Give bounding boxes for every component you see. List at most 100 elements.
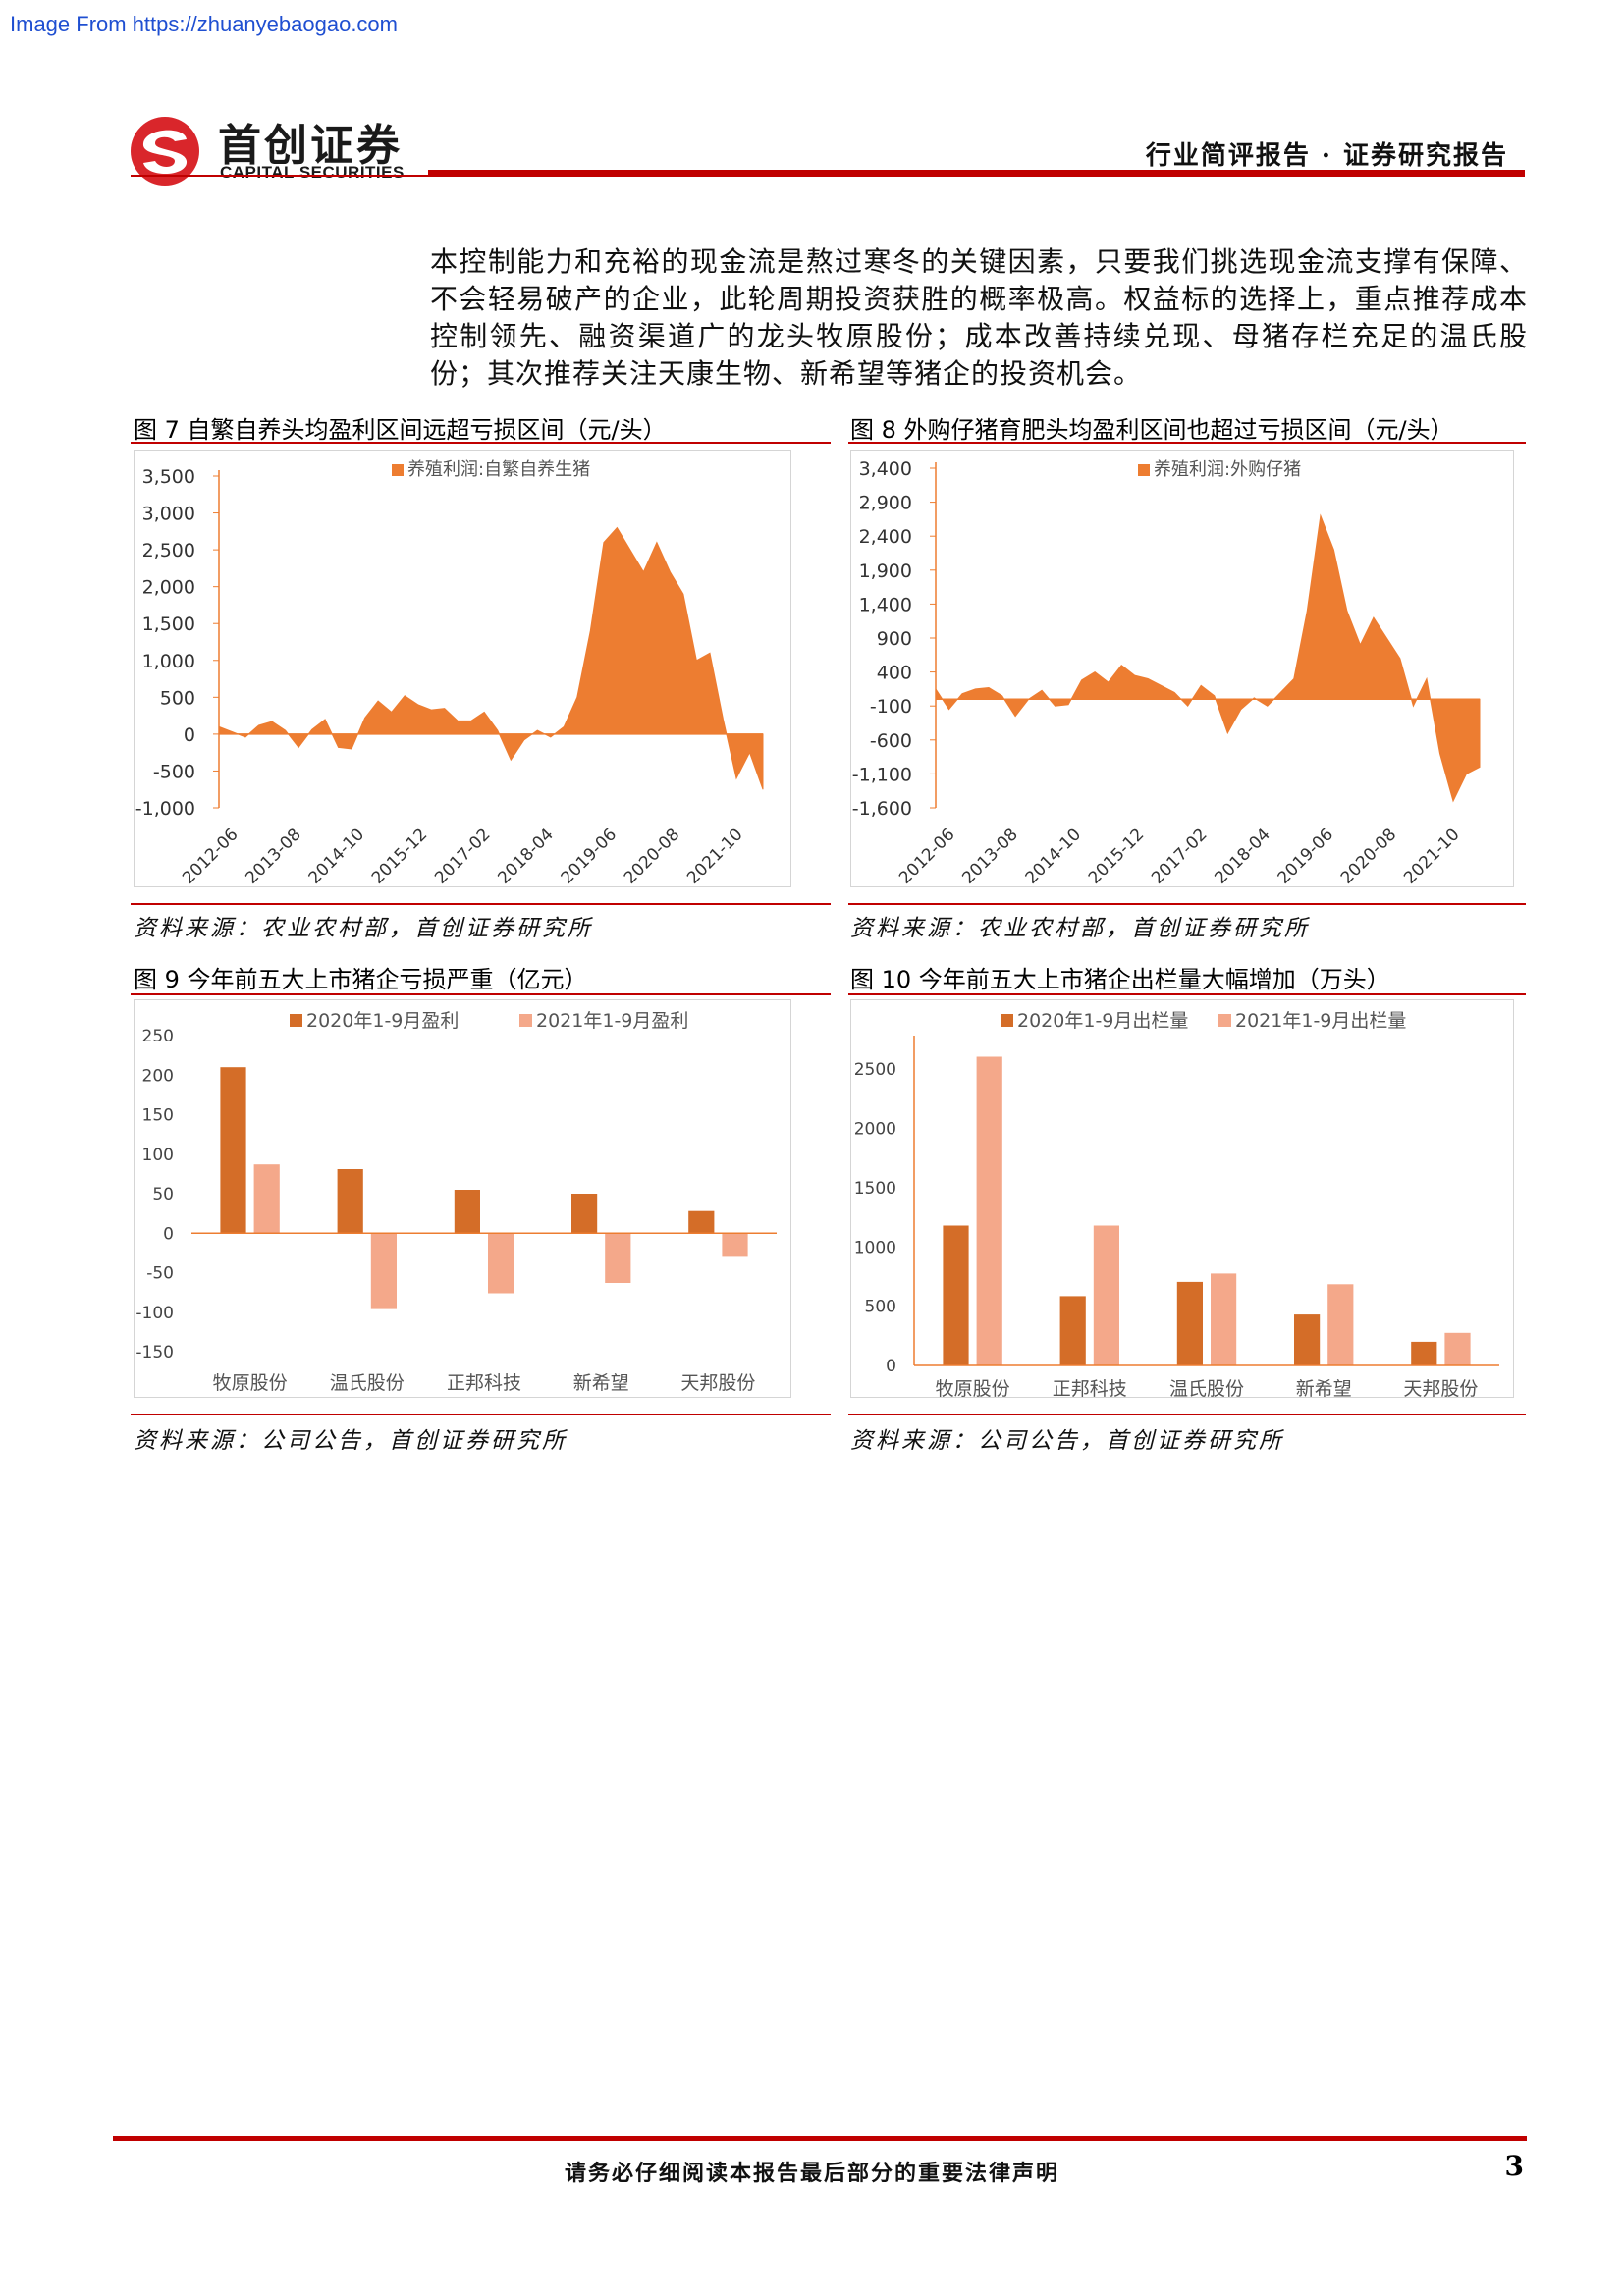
figure-7-chart: -1,000 -500 0 500 1,000 1,500 2,000 2,500 3,000 3… bbox=[134, 450, 791, 888]
fig8-legend-label: 养殖利润:外购仔猪 bbox=[1154, 458, 1301, 480]
fig9-legend-label-1: 2021年1-9月盈利 bbox=[536, 1010, 688, 1032]
fig10-bar-1-1 bbox=[1093, 1225, 1119, 1365]
fig9-bar-1-4 bbox=[722, 1233, 748, 1257]
fig10-bar-0-2 bbox=[1176, 1281, 1203, 1365]
page-number: 3 bbox=[1504, 2150, 1524, 2182]
fig7-y-tick-label: 3,500 bbox=[142, 466, 195, 488]
fig7-x-tick-label: 2020-08 bbox=[621, 825, 683, 886]
fig8-y-tick-label: -1,600 bbox=[852, 798, 912, 820]
figure-9-rule bbox=[131, 993, 831, 995]
fig10-y-tick-label: 1000 bbox=[854, 1238, 896, 1257]
figure-8-chart: -1,600 -1,100 -600 -100 400 900 1,400 1,900 2,40… bbox=[850, 450, 1514, 888]
figure-10-rule bbox=[848, 993, 1526, 995]
fig9-category-label: 温氏股份 bbox=[330, 1372, 405, 1394]
fig7-x-tick-label: 2012-06 bbox=[179, 825, 242, 886]
figure-8-source: 资料来源：农业农村部，首创证券研究所 bbox=[850, 916, 1310, 941]
fig9-category-label: 天邦股份 bbox=[680, 1372, 755, 1394]
fig9-legend-label-0: 2020年1-9月盈利 bbox=[306, 1010, 459, 1032]
fig9-bar-0-1 bbox=[337, 1169, 363, 1234]
fig7-y-tick-label: 1,500 bbox=[142, 614, 195, 635]
fig9-y-tick-label: 50 bbox=[152, 1185, 174, 1204]
fig10-y-tick-label: 2000 bbox=[854, 1120, 896, 1140]
fig7-y-tick-label: 500 bbox=[160, 687, 195, 709]
figure-9-source-rule bbox=[131, 1414, 831, 1415]
report-type-label: 行业简评报告 · 证券研究报告 bbox=[1145, 141, 1508, 171]
figure-10-chart: 牧原股份 正邦科技 温氏股份 新希望 天邦股份 0 500 1000 1500 2000 2500 2… bbox=[850, 999, 1514, 1400]
fig8-y-tick-label: 900 bbox=[877, 628, 912, 650]
fig10-y-tick-label: 1500 bbox=[854, 1179, 896, 1199]
fig9-bar-1-3 bbox=[605, 1233, 631, 1283]
fig8-area-series bbox=[935, 513, 1481, 803]
fig10-y-tick-label: 0 bbox=[886, 1357, 896, 1376]
fig7-area-series bbox=[218, 526, 764, 790]
figure-10-source: 资料来源：公司公告，首创证券研究所 bbox=[850, 1428, 1284, 1454]
fig10-bar-1-0 bbox=[976, 1056, 1002, 1365]
watermark-link[interactable]: Image From https://zhuanyebaogao.com bbox=[10, 12, 398, 36]
fig8-x-tick-label: 2018-04 bbox=[1211, 825, 1273, 886]
footer-rule bbox=[113, 2136, 1527, 2141]
fig7-x-tick-label: 2015-12 bbox=[368, 825, 431, 886]
fig9-bar-0-0 bbox=[220, 1067, 246, 1234]
fig7-y-tick-label: 2,000 bbox=[142, 577, 195, 599]
fig8-x-tick-label: 2020-08 bbox=[1337, 825, 1400, 886]
fig9-y-tick-label: -50 bbox=[146, 1264, 174, 1284]
figure-9-title: 图 9 今年前五大上市猪企亏损严重（亿元） bbox=[134, 966, 588, 993]
fig10-category-label: 天邦股份 bbox=[1403, 1378, 1478, 1397]
fig7-y-tick-label: 2,500 bbox=[142, 540, 195, 561]
figure-10-title: 图 10 今年前五大上市猪企出栏量大幅增加（万头） bbox=[850, 966, 1390, 993]
fig7-y-tick-label: -500 bbox=[153, 761, 195, 782]
fig8-legend-swatch bbox=[1138, 464, 1150, 476]
fig8-x-tick-label: 2019-06 bbox=[1274, 825, 1337, 886]
fig9-bar-0-3 bbox=[571, 1194, 598, 1234]
figure-8-title: 图 8 外购仔猪育肥头均盈利区间也超过亏损区间（元/头） bbox=[850, 416, 1454, 444]
fig7-legend-label: 养殖利润:自繁自养生猪 bbox=[407, 458, 590, 480]
fig8-y-tick-label: -1,100 bbox=[852, 764, 912, 785]
fig9-y-tick-label: -150 bbox=[135, 1343, 174, 1362]
fig9-bar-1-0 bbox=[253, 1164, 280, 1234]
fig10-legend-label-1: 2021年1-9月出栏量 bbox=[1235, 1010, 1406, 1032]
figure-7-source: 资料来源：农业农村部，首创证券研究所 bbox=[134, 916, 593, 941]
fig10-legend-swatch-0 bbox=[1001, 1014, 1013, 1027]
fig10-y-tick-label: 2500 bbox=[854, 1060, 896, 1080]
fig9-y-tick-label: 150 bbox=[142, 1106, 174, 1126]
fig7-y-tick-label: 0 bbox=[184, 724, 195, 746]
figure-9-chart: 牧原股份 温氏股份 正邦科技 新希望 天邦股份 -150 -100 -50 0 50 100 150 2… bbox=[134, 999, 791, 1398]
fig10-bar-0-3 bbox=[1294, 1314, 1321, 1365]
logo-english-name: CAPITAL SECURITIES bbox=[220, 163, 405, 182]
fig10-bar-0-4 bbox=[1411, 1341, 1437, 1365]
fig7-x-tick-label: 2018-04 bbox=[494, 825, 557, 886]
fig9-bar-0-2 bbox=[454, 1190, 480, 1234]
fig10-bar-1-3 bbox=[1327, 1284, 1354, 1365]
fig10-category-label: 正邦科技 bbox=[1053, 1378, 1127, 1397]
fig9-y-tick-label: 200 bbox=[142, 1066, 174, 1086]
fig7-x-tick-label: 2013-08 bbox=[242, 825, 304, 886]
header-rule-thin bbox=[131, 175, 1525, 177]
fig8-x-tick-label: 2012-06 bbox=[895, 825, 958, 886]
fig8-y-tick-label: 2,900 bbox=[859, 493, 912, 514]
fig10-y-tick-label: 500 bbox=[865, 1298, 896, 1317]
fig9-bar-1-1 bbox=[370, 1233, 397, 1309]
fig10-bar-1-2 bbox=[1211, 1273, 1237, 1365]
figure-7-svg: -1,000 -500 0 500 1,000 1,500 2,000 2,500 3,000 3… bbox=[135, 458, 764, 888]
fig9-y-tick-label: 0 bbox=[163, 1224, 174, 1244]
fig9-category-label: 牧原股份 bbox=[213, 1372, 288, 1394]
fig9-bar-1-2 bbox=[488, 1233, 514, 1294]
fig10-category-label: 牧原股份 bbox=[936, 1378, 1010, 1397]
fig9-category-label: 正邦科技 bbox=[447, 1372, 521, 1394]
fig7-y-tick-label: 1,000 bbox=[142, 651, 195, 672]
fig9-legend-swatch-1 bbox=[519, 1014, 532, 1027]
fig10-bar-0-0 bbox=[943, 1225, 969, 1365]
fig8-x-tick-label: 2013-08 bbox=[958, 825, 1021, 886]
figure-7-rule bbox=[131, 442, 831, 444]
fig8-y-tick-label: 400 bbox=[877, 663, 912, 684]
figure-8-svg: -1,600 -1,100 -600 -100 400 900 1,400 1,900 2,40… bbox=[852, 458, 1481, 888]
fig8-x-tick-label: 2014-10 bbox=[1022, 825, 1085, 886]
fig9-category-label: 新希望 bbox=[573, 1372, 629, 1394]
figure-9-source: 资料来源：公司公告，首创证券研究所 bbox=[134, 1428, 568, 1454]
figure-8-source-rule bbox=[848, 903, 1526, 905]
fig8-y-tick-label: 1,900 bbox=[859, 561, 912, 582]
fig10-bar-1-4 bbox=[1444, 1332, 1471, 1365]
capital-securities-logo-icon bbox=[131, 117, 199, 186]
fig8-y-tick-label: 1,400 bbox=[859, 594, 912, 615]
body-paragraph: 本控制能力和充裕的现金流是熬过寒冬的关键因素，只要我们挑选现金流支撑有保障、不会… bbox=[430, 245, 1528, 390]
